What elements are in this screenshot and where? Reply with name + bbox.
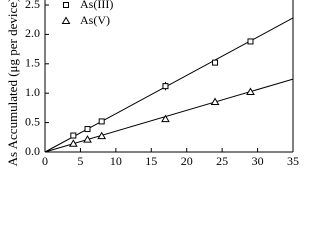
marker [68,139,78,147]
legend-label: As(III) [80,0,113,11]
y-tick-label: 1.5 [25,56,40,70]
marker [162,83,169,90]
x-tick-label: 30 [252,154,264,168]
x-tick-label: 10 [110,154,122,168]
marker [98,118,105,125]
y-tick-label: 0.0 [25,144,40,158]
marker [246,87,255,96]
chart: As Accumulated (μg per device) 0.0 0.5 1.0… [5,0,299,168]
marker [70,132,77,139]
y-tick-label: 2.0 [25,26,40,40]
fit-line [44,78,294,153]
y-tick-label: 1.0 [25,85,40,99]
x-tick-label: 5 [77,154,83,168]
y-tick-label: 0.5 [25,114,40,128]
legend-marker [61,16,71,24]
marker [97,131,107,140]
x-tick-label: 25 [216,154,228,168]
x-tick-label: 15 [145,154,157,168]
x-tick-label: 20 [181,154,193,168]
marker [212,59,219,66]
legend-label: As(V) [80,13,110,27]
y-axis-label: As Accumulated (μg per device) [5,0,20,166]
fit-line [44,17,294,153]
x-tick-label: 0 [42,154,48,168]
marker [84,126,91,133]
marker [247,38,254,45]
marker [83,135,92,143]
marker [161,114,170,123]
y-tick-label: 2.5 [25,0,40,11]
legend-marker [63,2,69,8]
marker [210,97,220,106]
x-tick-label: 35 [287,154,299,168]
